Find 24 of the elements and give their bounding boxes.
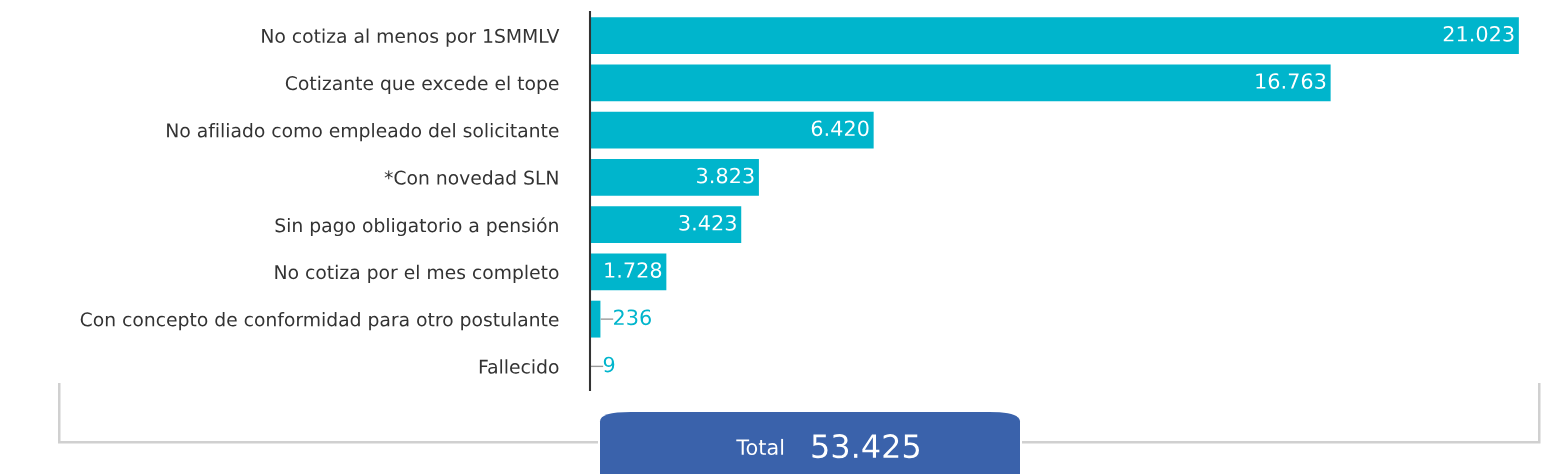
data-label: 3.823	[697, 167, 754, 184]
y-tick-label: Con concepto de conformidad para otro postulante	[80, 312, 559, 331]
bar	[590, 64, 1331, 102]
y-tick-label: Sin pago obligatorio a pensión	[275, 217, 558, 237]
text: 53.425	[812, 434, 919, 459]
bar	[590, 206, 742, 244]
y-tick-label: No afiliado como empleado del solicitante	[167, 123, 559, 142]
data-label: 6.420	[811, 120, 869, 137]
bar	[590, 111, 874, 149]
y-tick-label: *Con novedad SLN	[384, 170, 558, 185]
y-tick-label: No cotiza por el mes completo	[275, 264, 559, 283]
y-tick-label: No cotiza al menos por 1SMMLV	[262, 28, 560, 47]
text: Total	[736, 438, 784, 456]
data-label: 16.763	[1256, 73, 1326, 89]
bar	[590, 253, 667, 291]
data-label: 9	[603, 356, 615, 373]
data-label: 3.423	[679, 214, 736, 231]
y-tick-label: Cotizante que excede el tope	[285, 75, 559, 94]
y-tick-label: Fallecido	[479, 359, 559, 374]
bar	[590, 17, 1519, 55]
bar	[590, 158, 759, 196]
data-label: 236	[614, 309, 651, 326]
data-label: 1.728	[605, 262, 662, 278]
data-label: 21.023	[1443, 25, 1514, 42]
